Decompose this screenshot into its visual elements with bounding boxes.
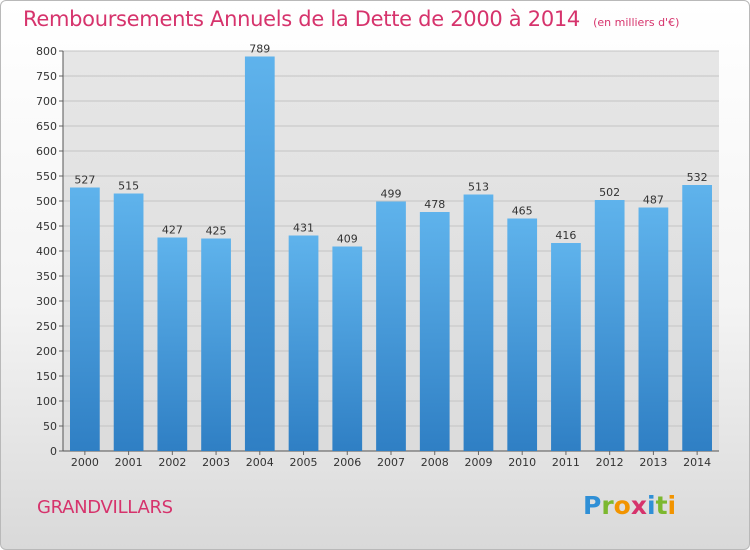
logo-letter: o xyxy=(613,491,631,520)
x-tick-label: 2012 xyxy=(596,456,624,469)
chart-title: Remboursements Annuels de la Dette de 20… xyxy=(23,7,580,31)
logo-letter: t xyxy=(655,491,668,520)
y-tick-label: 650 xyxy=(36,120,57,133)
bar xyxy=(551,243,581,451)
bar xyxy=(594,200,625,451)
chart-unit-note: (en milliers d'€) xyxy=(593,16,680,29)
city-name: GRANDVILLARS xyxy=(37,497,173,518)
y-tick-label: 400 xyxy=(36,245,57,258)
x-tick-label: 2001 xyxy=(115,456,143,469)
y-tick-label: 300 xyxy=(36,295,57,308)
bar-value-label: 487 xyxy=(643,194,664,207)
bar xyxy=(157,237,188,451)
bar-value-label: 478 xyxy=(424,198,445,211)
bar xyxy=(419,212,450,451)
y-tick-label: 50 xyxy=(43,420,57,433)
logo-letter: i xyxy=(667,491,677,520)
y-tick-label: 200 xyxy=(36,345,57,358)
x-tick-label: 2005 xyxy=(290,456,318,469)
logo-letter: i xyxy=(647,491,656,520)
x-tick-label: 2000 xyxy=(71,456,99,469)
bar-value-label: 789 xyxy=(249,43,270,56)
bar-value-label: 409 xyxy=(337,233,358,246)
bar-value-label: 499 xyxy=(381,188,402,201)
y-tick-label: 150 xyxy=(36,370,57,383)
y-tick-label: 350 xyxy=(36,270,57,283)
bar-value-label: 515 xyxy=(118,180,139,193)
bar xyxy=(244,56,275,451)
y-tick-label: 500 xyxy=(36,195,57,208)
bar-value-label: 527 xyxy=(74,174,95,187)
x-tick-label: 2013 xyxy=(639,456,667,469)
y-tick-label: 800 xyxy=(36,45,57,58)
x-tick-label: 2010 xyxy=(508,456,536,469)
bar xyxy=(682,185,713,451)
y-tick-label: 700 xyxy=(36,95,57,108)
y-tick-label: 0 xyxy=(50,445,57,458)
x-tick-label: 2004 xyxy=(246,456,274,469)
bar-value-label: 425 xyxy=(206,225,227,238)
x-tick-label: 2006 xyxy=(333,456,361,469)
y-tick-label: 450 xyxy=(36,220,57,233)
bar-value-label: 431 xyxy=(293,222,314,235)
logo-letter: x xyxy=(630,491,647,520)
bar xyxy=(69,187,100,451)
y-tick-label: 250 xyxy=(36,320,57,333)
logo-letter: P xyxy=(583,491,602,520)
x-tick-label: 2002 xyxy=(158,456,186,469)
bar-value-label: 427 xyxy=(162,224,183,237)
x-tick-label: 2011 xyxy=(552,456,580,469)
bar xyxy=(113,193,144,451)
bar-value-label: 513 xyxy=(468,181,489,194)
bar xyxy=(463,194,494,451)
y-tick-label: 100 xyxy=(36,395,57,408)
bar xyxy=(332,246,363,451)
x-tick-label: 2009 xyxy=(464,456,492,469)
bar xyxy=(201,238,231,451)
bar-value-label: 502 xyxy=(599,186,620,199)
y-tick-label: 600 xyxy=(36,145,57,158)
y-tick-label: 550 xyxy=(36,170,57,183)
bar xyxy=(288,235,319,451)
y-tick-label: 750 xyxy=(36,70,57,83)
bar-value-label: 416 xyxy=(555,229,576,242)
bar-value-label: 532 xyxy=(687,171,708,184)
logo-letter: r xyxy=(601,491,614,520)
bar xyxy=(376,201,406,451)
chart-title-block: Remboursements Annuels de la Dette de 20… xyxy=(23,7,679,31)
x-tick-label: 2003 xyxy=(202,456,230,469)
x-tick-label: 2007 xyxy=(377,456,405,469)
proxiti-logo: Proxiti xyxy=(583,491,676,520)
x-tick-label: 2008 xyxy=(421,456,449,469)
x-tick-label: 2014 xyxy=(683,456,711,469)
bar xyxy=(507,218,538,451)
bar-value-label: 465 xyxy=(512,205,533,218)
bar xyxy=(638,207,669,451)
